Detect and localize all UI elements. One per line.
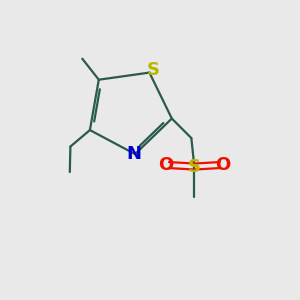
Text: O: O [215, 156, 230, 174]
Text: S: S [146, 61, 160, 79]
Text: O: O [158, 156, 173, 174]
Text: N: N [126, 145, 141, 163]
Text: S: S [188, 158, 201, 175]
